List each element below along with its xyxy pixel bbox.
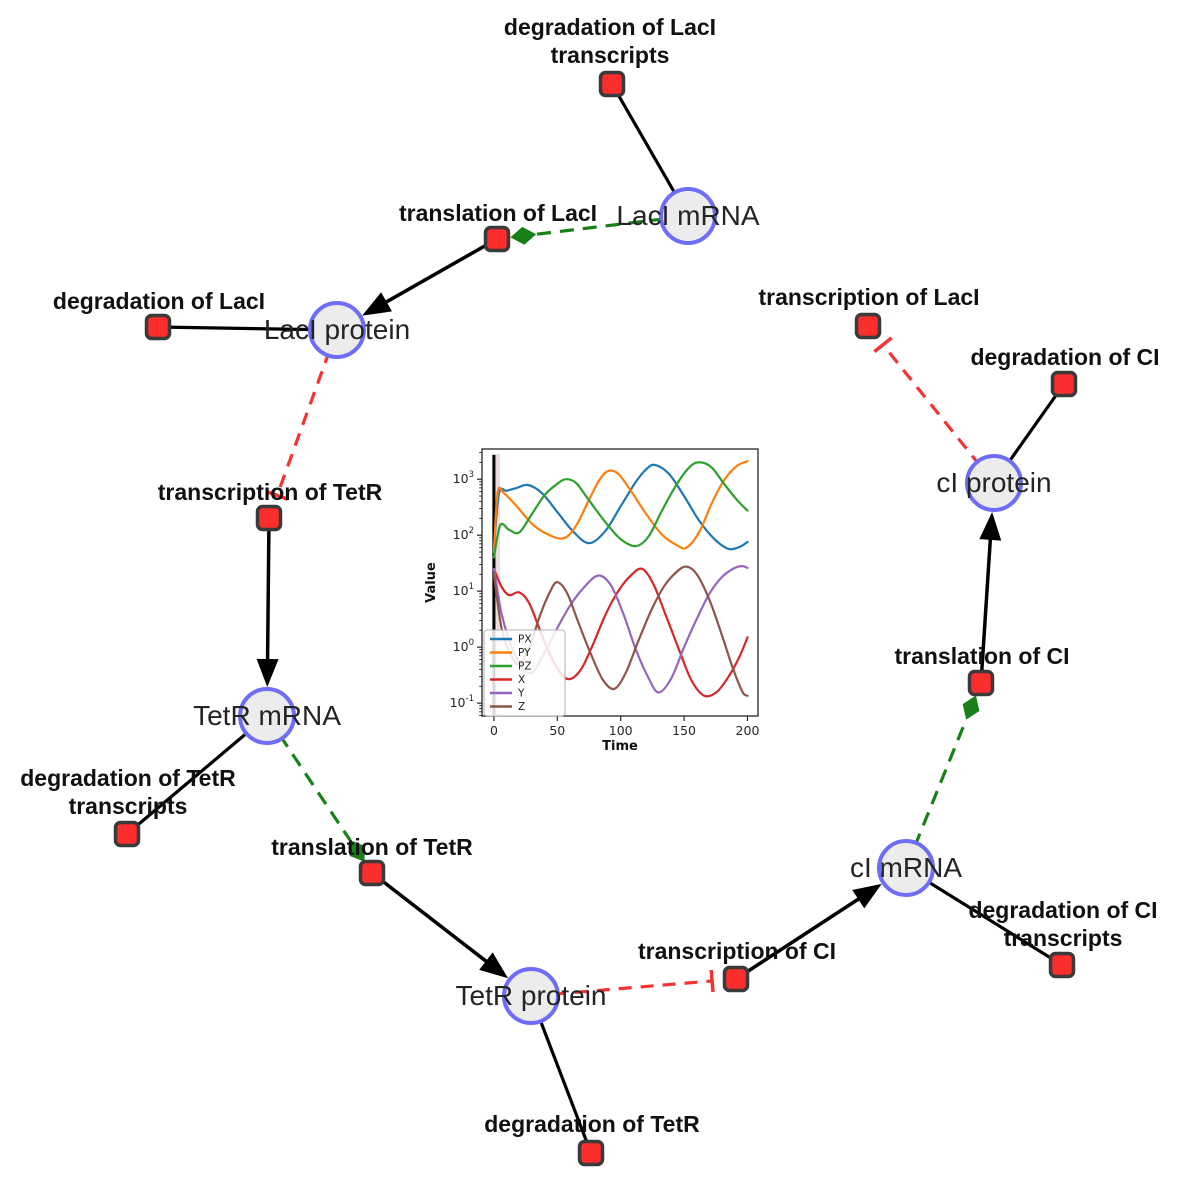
series-line-X xyxy=(492,567,749,698)
y-tick-label: 102 xyxy=(453,526,474,542)
species-label-ci-protein: cI protein xyxy=(936,467,1051,498)
reaction-node-transc-laci xyxy=(854,312,882,340)
inhibition-tbar-icon xyxy=(266,490,289,501)
species-node-laci-protein xyxy=(308,301,366,359)
production-edge-transc-tetr-tetr-mrna xyxy=(265,517,271,664)
labels-layer: degradation of LacItranscriptstranslatio… xyxy=(20,14,1159,1137)
species-node-laci-mrna xyxy=(659,187,717,245)
production-arrowhead-icon xyxy=(979,511,1002,541)
y-tick-label: 103 xyxy=(453,470,474,486)
production-edge-transl-laci-laci-protein xyxy=(382,237,498,306)
catalysis-diamond-icon xyxy=(349,840,365,862)
production-edge-transl-tetr-tetr-protein xyxy=(370,871,491,965)
legend-label-Z: Z xyxy=(518,701,525,713)
reaction-label-deg-ci: degradation of CI xyxy=(970,344,1159,370)
legend-label-X: X xyxy=(518,674,525,686)
reaction-label-deg-ci-transcripts: transcripts xyxy=(1004,925,1123,951)
reaction-label-deg-laci-transcripts: transcripts xyxy=(551,42,670,68)
reaction-label-transc-laci: transcription of LacI xyxy=(758,284,979,310)
reaction-label-deg-tetr: degradation of TetR xyxy=(484,1111,700,1137)
y-tick-label: 100 xyxy=(453,638,474,654)
inhibition-edge-laci-protein-transc-tetr xyxy=(275,329,339,496)
species-label-laci-protein: LacI protein xyxy=(264,314,410,345)
reaction-label-deg-tetr-transcripts: transcripts xyxy=(69,793,188,819)
reaction-node-deg-laci-transcripts xyxy=(598,70,626,98)
inhibition-tbar-icon xyxy=(709,969,715,993)
production-edge-transl-ci-ci-protein xyxy=(979,535,993,684)
edges-layer xyxy=(125,83,1066,1154)
reaction-node-transc-ci xyxy=(722,965,750,993)
reaction-node-transl-tetr xyxy=(358,859,386,887)
species-label-laci-mrna: LacI mRNA xyxy=(616,200,759,231)
reaction-node-transl-laci xyxy=(483,225,511,253)
x-tick-label: 200 xyxy=(736,723,760,738)
series-line-PZ xyxy=(492,461,749,559)
consumption-edge-laci-protein-deg-laci xyxy=(157,325,338,332)
catalysis-diamond-icon xyxy=(510,226,537,245)
y-tick-label: 10-1 xyxy=(450,694,474,710)
reaction-label-deg-tetr-transcripts: degradation of TetR xyxy=(20,765,236,791)
species-node-tetr-mrna xyxy=(238,687,296,745)
inhibition-edge-ci-protein-transc-laci xyxy=(881,343,996,485)
production-arrowhead-icon xyxy=(852,883,882,909)
reaction-node-transc-tetr xyxy=(255,504,283,532)
species-label-tetr-mrna: TetR mRNA xyxy=(193,700,341,731)
legend-label-Y: Y xyxy=(517,688,525,700)
production-arrowhead-icon xyxy=(256,658,279,688)
catalysis-diamond-icon xyxy=(962,695,980,720)
reaction-label-deg-ci-transcripts: degradation of CI xyxy=(968,897,1157,923)
x-tick-label: 150 xyxy=(672,723,696,738)
production-arrowhead-icon xyxy=(479,952,509,979)
x-tick-label: 50 xyxy=(549,723,565,738)
species-label-tetr-protein: TetR protein xyxy=(456,980,607,1011)
x-tick-label: 100 xyxy=(609,723,633,738)
series-line-PY xyxy=(492,460,749,554)
reaction-node-deg-tetr xyxy=(577,1139,605,1167)
species-node-tetr-protein xyxy=(502,967,560,1025)
legend-label-PZ: PZ xyxy=(518,661,532,673)
legend-label-PX: PX xyxy=(518,634,532,646)
reaction-node-deg-ci-transcripts xyxy=(1048,951,1076,979)
plot-axes-frame xyxy=(481,448,759,717)
species-label-ci-mrna: cI mRNA xyxy=(850,852,962,883)
production-arrowhead-icon xyxy=(362,292,392,316)
reaction-node-deg-ci xyxy=(1050,370,1078,398)
production-edge-transc-ci-ci-mrna xyxy=(735,895,863,981)
species-node-ci-mrna xyxy=(877,839,935,897)
reaction-label-deg-laci-transcripts: degradation of LacI xyxy=(504,14,716,40)
reaction-node-deg-tetr-transcripts xyxy=(113,820,141,848)
reaction-node-transl-ci xyxy=(967,669,995,697)
reaction-label-transc-tetr: transcription of TetR xyxy=(158,479,383,505)
y-axis-title: Value xyxy=(424,562,439,603)
x-tick-label: 0 xyxy=(490,723,498,738)
reaction-label-transl-ci: translation of CI xyxy=(894,643,1069,669)
consumption-edge-tetr-mrna-deg-tetr-transcripts xyxy=(125,714,269,836)
inhibition-tbar-icon xyxy=(873,336,893,353)
nodes-layer xyxy=(113,70,1078,1167)
x-axis-title: Time xyxy=(602,739,638,754)
reaction-label-transl-laci: translation of LacI xyxy=(399,200,597,226)
consumption-edge-ci-mrna-deg-ci-transcripts xyxy=(905,866,1063,967)
reaction-node-deg-laci xyxy=(144,313,172,341)
series-line-PX xyxy=(492,463,749,551)
y-tick-label: 101 xyxy=(453,582,474,598)
inhibition-edge-tetr-protein-transc-ci xyxy=(530,979,713,998)
reaction-label-deg-laci: degradation of LacI xyxy=(53,288,265,314)
species-node-ci-protein xyxy=(965,454,1023,512)
reaction-label-transl-tetr: translation of TetR xyxy=(271,834,473,860)
reaction-label-transc-ci: transcription of CI xyxy=(638,938,836,964)
legend-label-PY: PY xyxy=(518,647,531,659)
